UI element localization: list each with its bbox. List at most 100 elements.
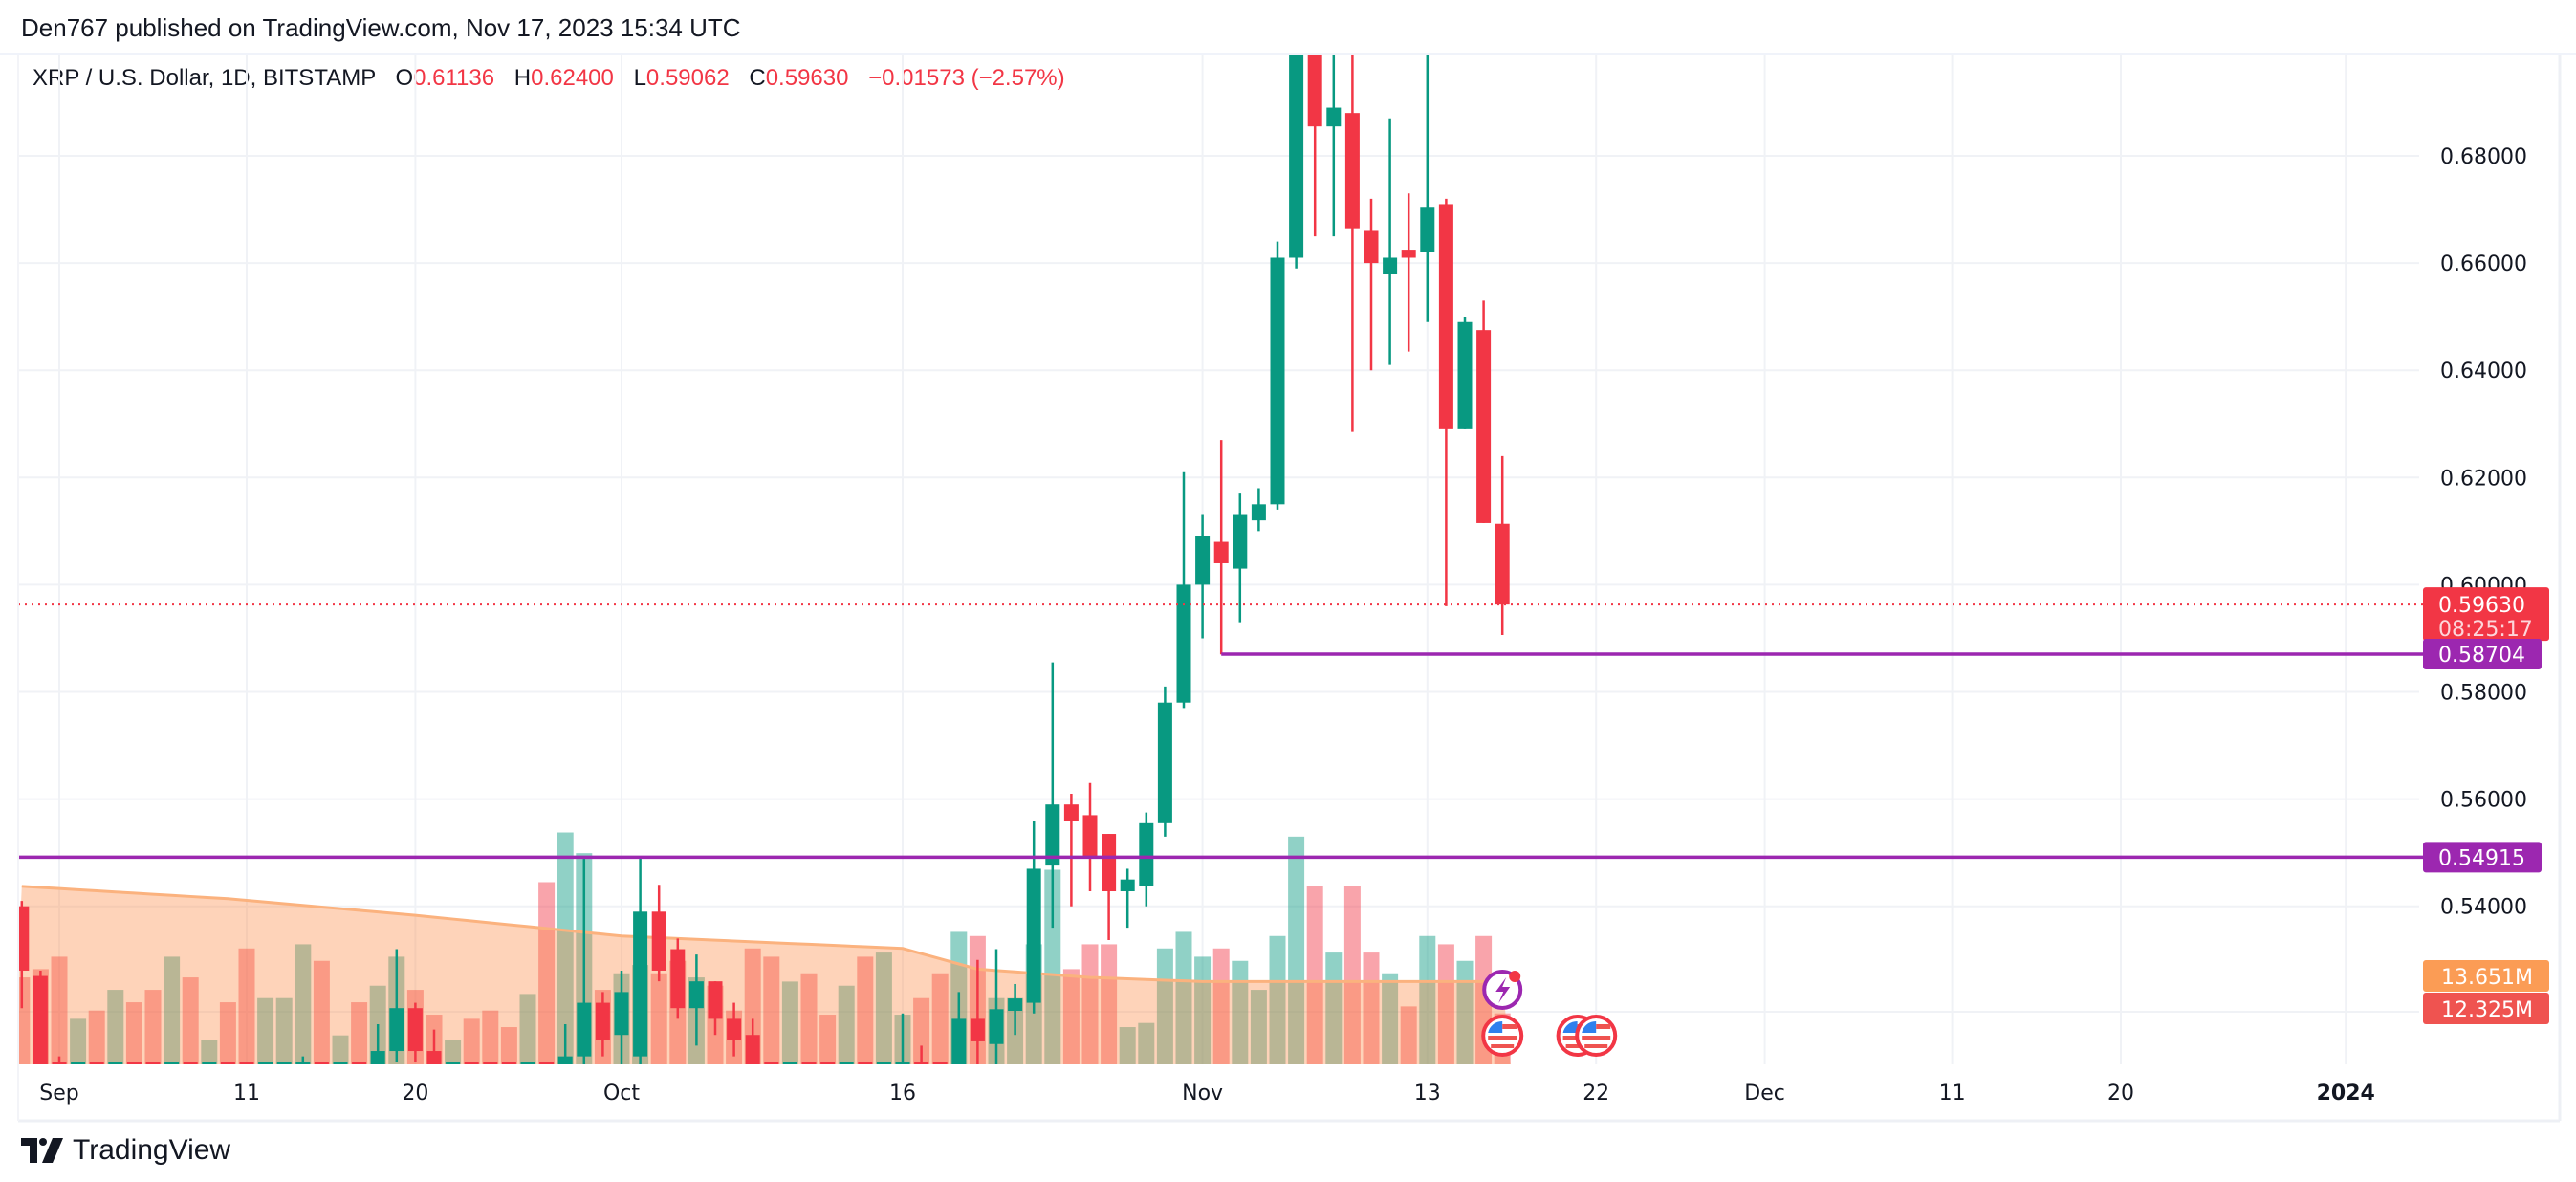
footer: TradingView (21, 1134, 230, 1167)
candle-body (1195, 536, 1211, 585)
volume-bar (1288, 836, 1305, 1064)
volume-bar (182, 977, 199, 1064)
candle-body (1157, 702, 1172, 823)
candle-body (426, 1051, 442, 1064)
time-tick-label: 11 (1939, 1082, 1966, 1105)
candle-body (764, 1062, 779, 1064)
volume-bar (1419, 935, 1436, 1064)
us-flag-icon[interactable] (1481, 1015, 1524, 1057)
volume-bar (332, 1035, 349, 1064)
candle-body (1476, 330, 1492, 523)
candle-body (501, 1062, 516, 1064)
price-tick-label: 0.68000 (2440, 145, 2527, 169)
candle-body (446, 1062, 461, 1064)
event-markers[interactable] (1481, 970, 1618, 1057)
volume-bar (1382, 973, 1399, 1064)
volume-bar (257, 997, 274, 1064)
volume-bar (313, 960, 330, 1064)
candle-body (801, 1062, 817, 1064)
symbol-title[interactable]: XRP / U.S. Dollar, 1D, BITSTAMP (33, 65, 376, 91)
flag-stripe (1502, 1024, 1517, 1029)
candle-body (670, 949, 686, 1009)
candle-body (1344, 113, 1360, 229)
candle-body (1213, 541, 1229, 563)
volume-bar (1306, 886, 1323, 1064)
candle-body (483, 1062, 498, 1064)
candle-body (89, 1062, 104, 1064)
candle-body (1495, 523, 1510, 605)
notification-dot (1509, 971, 1521, 982)
header-divider (0, 53, 2576, 55)
volume-bar (1175, 931, 1192, 1064)
candle-body (914, 1062, 929, 1064)
candle-body (389, 1008, 404, 1052)
volume-value: 12.325M (2441, 998, 2533, 1022)
time-axis[interactable]: Sep 11 20 Oct 16 Nov 13 22 Dec 11 20 2024 (39, 1082, 2375, 1105)
volume-bar (1119, 1027, 1136, 1064)
lightning-glyph (1495, 977, 1511, 1003)
candle-body (1233, 514, 1248, 569)
candle-body (18, 906, 30, 971)
candle-body (295, 1062, 311, 1064)
candle-body (164, 1062, 180, 1064)
volume-bar (295, 944, 312, 1064)
candle-body (1120, 879, 1135, 892)
volume-bar (51, 956, 68, 1064)
candle-body (1102, 834, 1117, 892)
volume-bar (482, 1010, 499, 1064)
price-tick-label: 0.58000 (2440, 682, 2527, 706)
candle-body (895, 1062, 910, 1064)
candle-body (145, 1062, 161, 1064)
candle-body (33, 975, 48, 1064)
lightning-event-icon[interactable] (1482, 970, 1523, 1010)
candle-body (727, 1018, 742, 1040)
horizontal-levels[interactable] (18, 603, 2423, 860)
candle-body (1045, 804, 1060, 866)
volume-ma-value: 13.651M (2441, 966, 2533, 990)
open-label: O (395, 65, 414, 91)
candle-body (220, 1062, 235, 1064)
volume-bar (70, 1018, 87, 1064)
close-label: C (749, 65, 766, 91)
volume-bar (1062, 969, 1080, 1064)
price-axis[interactable]: 0.540000.560000.580000.600000.620000.640… (2423, 145, 2549, 1024)
volume-bar (1250, 990, 1267, 1064)
volume-bar (913, 997, 930, 1064)
volume-bar (1343, 886, 1361, 1064)
time-tick-label: Sep (39, 1082, 78, 1105)
us-flag-icon[interactable] (1575, 1015, 1618, 1057)
volume-bar (1456, 960, 1474, 1064)
last-price-tag (2423, 587, 2549, 642)
level-price-value: 0.58704 (2438, 644, 2525, 668)
candle-body (651, 911, 666, 971)
last-price-value: 0.59630 (2438, 594, 2525, 618)
candle-body (951, 1018, 967, 1064)
volume-bar (557, 832, 574, 1064)
candle-body (1383, 257, 1398, 274)
volume-bar (88, 1010, 105, 1064)
volume-ma-line (21, 885, 1503, 983)
candle-body (276, 1062, 292, 1064)
published-caption: Den767 published on TradingView.com, Nov… (21, 13, 741, 42)
candle-body (708, 981, 723, 1019)
volume-bar (857, 956, 874, 1064)
candle-body (577, 1002, 592, 1057)
time-tick-label: 20 (402, 1082, 428, 1105)
volume-bar (351, 1002, 368, 1064)
candle-body (1438, 204, 1453, 429)
volume-bar (1269, 935, 1286, 1064)
volume-bar (1437, 944, 1454, 1064)
volume-bar (800, 973, 818, 1064)
candle-body (333, 1062, 348, 1064)
volume-bar (875, 952, 892, 1064)
level-price-value: 0.54915 (2438, 846, 2525, 870)
candle-body (932, 1062, 948, 1064)
footer-brand[interactable]: TradingView (73, 1134, 231, 1166)
volume-bar (1138, 1022, 1155, 1064)
countdown-value: 08:25:17 (2438, 618, 2533, 642)
volume-bar (164, 956, 181, 1064)
candle-body (1420, 207, 1435, 252)
candle-body (1326, 107, 1342, 127)
time-tick-label: 20 (2107, 1082, 2134, 1105)
